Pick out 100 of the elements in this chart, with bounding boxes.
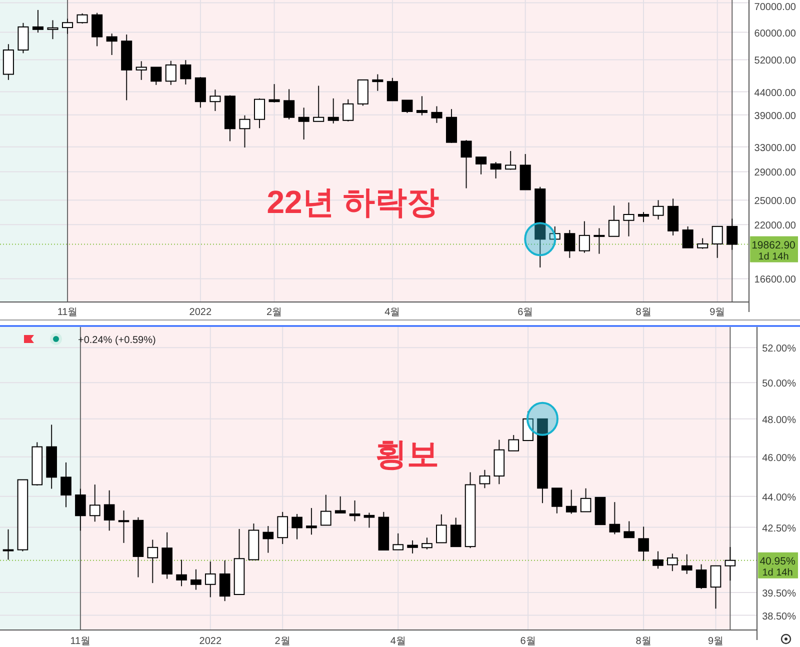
candlestick <box>549 226 560 240</box>
candlestick <box>407 540 418 554</box>
x-tick-label: 11월 <box>70 636 91 647</box>
candlestick <box>505 150 516 170</box>
y-tick-label: 39.50% <box>762 588 796 600</box>
candlestick <box>638 212 650 223</box>
candlestick <box>106 33 118 56</box>
ref-line-label: 19862.90 <box>752 239 796 252</box>
candlestick <box>402 100 413 114</box>
candlestick <box>190 568 202 590</box>
candlestick <box>624 520 635 538</box>
candlestick <box>564 229 576 258</box>
candlestick <box>32 9 44 34</box>
candlestick <box>328 98 339 124</box>
y-tick-label: 48.00% <box>762 414 796 426</box>
y-tick-label: 16600.00 <box>754 274 796 286</box>
y-tick-label: 44000.00 <box>754 88 796 99</box>
candlestick <box>522 410 534 442</box>
x-tick-label: 2022 <box>189 307 212 318</box>
candlestick <box>681 554 692 574</box>
candlestick <box>262 526 274 554</box>
candlestick <box>652 550 664 570</box>
candlestick <box>176 559 187 587</box>
candlestick <box>638 526 649 562</box>
y-tick-label: 38.50% <box>762 611 796 622</box>
y-tick-label: 22000.00 <box>754 220 796 232</box>
candlestick <box>580 488 592 512</box>
y-tick-label: 70000.00 <box>754 2 796 13</box>
y-tick-label: 33000.00 <box>754 142 796 154</box>
candlestick <box>726 218 738 250</box>
x-tick-label: 9월 <box>708 636 724 647</box>
y-tick-label: 52000.00 <box>754 56 796 67</box>
candlestick <box>136 60 147 80</box>
candlestick <box>180 60 192 85</box>
x-tick-label: 4월 <box>390 636 406 647</box>
candlestick <box>320 494 332 526</box>
annotation: 횡보 <box>375 436 439 472</box>
x-tick-label: 2022 <box>199 636 222 647</box>
candlestick <box>386 77 398 102</box>
candlestick <box>431 106 442 124</box>
candlestick <box>422 537 432 550</box>
x-tick-label: 6월 <box>518 307 534 318</box>
candlestick <box>349 500 360 522</box>
candlestick <box>62 18 74 34</box>
candlestick <box>372 74 384 92</box>
y-tick-label: 60000.00 <box>754 28 796 40</box>
candlestick <box>436 514 447 544</box>
y-tick-label: 29000.00 <box>754 168 796 179</box>
candlestick <box>578 220 590 254</box>
candlestick <box>92 12 103 47</box>
candlestick <box>219 560 230 602</box>
candlestick <box>204 560 216 598</box>
y-tick-label: 50.00% <box>762 378 796 390</box>
candlestick <box>104 490 115 532</box>
candlestick <box>313 85 324 122</box>
candlestick <box>47 20 58 40</box>
candlestick <box>150 66 162 86</box>
candlestick <box>623 202 634 237</box>
candlestick <box>364 512 375 528</box>
candlestick <box>239 114 250 148</box>
x-tick-label: 2월 <box>274 636 290 647</box>
candlestick <box>476 156 487 175</box>
candlestick <box>490 162 502 179</box>
candlestick <box>284 88 295 120</box>
candlestick <box>460 140 472 189</box>
candlestick <box>479 469 490 489</box>
candlestick <box>724 546 736 582</box>
y-tick-label: 25000.00 <box>754 196 796 208</box>
candlestick <box>334 496 346 514</box>
candlestick <box>18 22 29 54</box>
candlestick <box>268 84 280 104</box>
candlestick <box>165 60 176 86</box>
candlestick <box>298 107 310 140</box>
text: 1d 14h <box>762 567 793 578</box>
candlestick <box>194 76 206 108</box>
candlestick <box>710 565 722 610</box>
candlestick <box>682 226 694 248</box>
x-tick-label: 11월 <box>57 307 78 318</box>
candlestick <box>76 12 88 24</box>
candlestick <box>210 89 221 112</box>
candlestick <box>697 238 708 250</box>
candlestick <box>342 98 354 122</box>
candlestick <box>392 532 404 550</box>
y-tick-label: 42.50% <box>762 523 796 534</box>
candlestick <box>652 200 664 220</box>
y-tick-label: 39000.00 <box>754 110 796 122</box>
candlestick <box>75 488 86 532</box>
x-tick-label: 8월 <box>636 636 652 647</box>
candlestick <box>118 510 130 544</box>
candlestick <box>508 434 520 452</box>
x-tick-label: 4월 <box>384 307 400 318</box>
annotation: 22년 하락장 <box>266 184 440 220</box>
candlestick <box>60 462 72 508</box>
candlestick <box>2 528 14 560</box>
text: 1d 14h <box>758 251 789 262</box>
candlestick <box>147 539 158 584</box>
y-tick-label: 52.00% <box>762 344 796 355</box>
candlestick <box>277 511 288 544</box>
candlestick <box>609 502 620 535</box>
ref-line-label: 40.95% <box>760 555 796 568</box>
